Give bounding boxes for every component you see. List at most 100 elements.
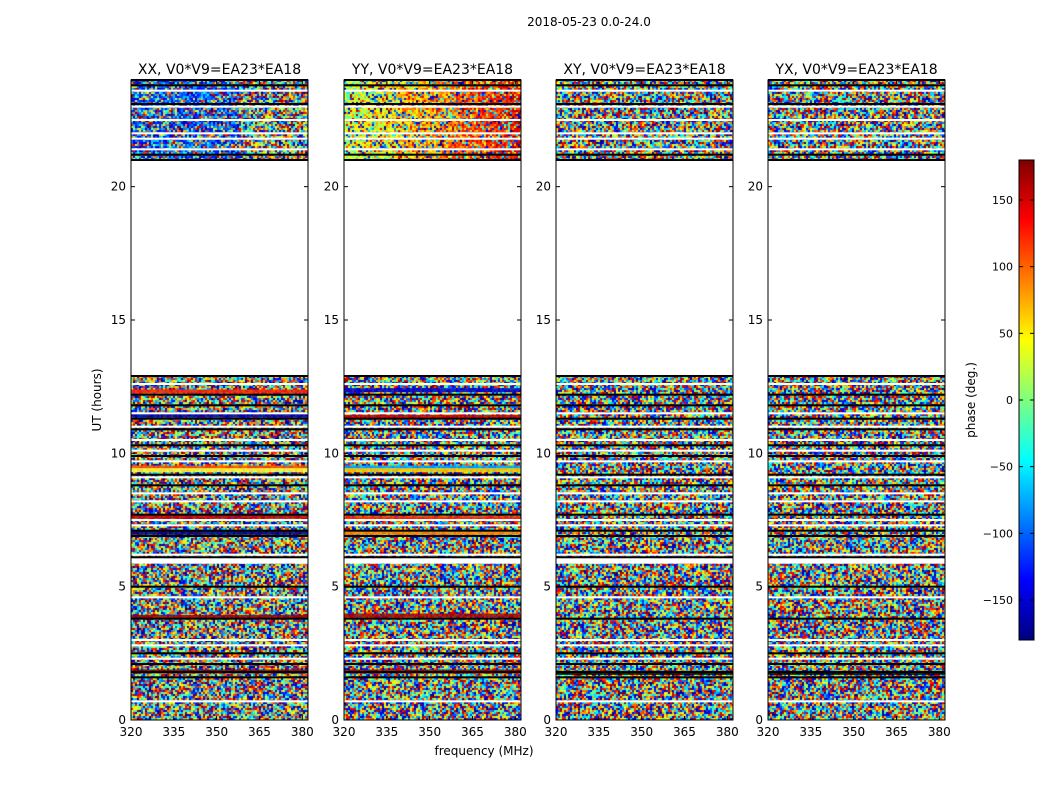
flag-line-white bbox=[556, 148, 733, 151]
figure-title: 2018-05-23 0.0-24.0 bbox=[527, 15, 651, 29]
panel-frame bbox=[130, 79, 309, 721]
flag-line-white bbox=[344, 449, 521, 452]
flag-line-black bbox=[768, 375, 945, 377]
x-tick-label: 365 bbox=[673, 725, 696, 739]
heatmap-stripe bbox=[344, 465, 521, 470]
flag-line-black bbox=[768, 513, 945, 516]
flag-line-black bbox=[768, 428, 945, 431]
flag-line-white bbox=[556, 460, 733, 463]
flag-line-black bbox=[556, 676, 733, 679]
flag-line-white bbox=[344, 644, 521, 647]
flag-line-white bbox=[344, 500, 521, 503]
flag-line-white bbox=[768, 596, 945, 599]
flag-line-white bbox=[768, 644, 945, 647]
y-tick-label: 0 bbox=[118, 713, 126, 727]
flag-line-white bbox=[131, 89, 308, 92]
flag-line-white bbox=[131, 700, 308, 703]
x-tick-label: 335 bbox=[375, 725, 398, 739]
y-tick-label: 5 bbox=[755, 580, 763, 594]
flag-line-white bbox=[556, 492, 733, 495]
flag-line-black bbox=[556, 417, 733, 420]
flag-line-black bbox=[131, 404, 308, 407]
colorbar-label: phase (deg.) bbox=[964, 362, 978, 438]
panel-xx: XX, V0*V9=EA23*EA18 320 335 350 365 380 0 5 10 15… bbox=[111, 62, 314, 739]
flag-line-black bbox=[344, 417, 521, 420]
flag-line-white bbox=[131, 657, 308, 660]
flag-line-black bbox=[556, 473, 733, 476]
flag-line-black bbox=[556, 455, 733, 457]
flag-line-white bbox=[131, 148, 308, 151]
flag-line-black bbox=[556, 535, 733, 537]
flag-line-white bbox=[768, 425, 945, 428]
flag-line-black bbox=[768, 159, 945, 161]
flag-line-white bbox=[768, 412, 945, 415]
flag-line-black bbox=[768, 585, 945, 588]
x-tick-label: 335 bbox=[799, 725, 822, 739]
flag-line-black bbox=[344, 393, 521, 396]
flag-line-black bbox=[344, 556, 521, 559]
x-tick-label: 320 bbox=[545, 725, 568, 739]
flag-line-white bbox=[344, 439, 521, 441]
flag-line-white bbox=[344, 148, 521, 151]
flag-line-black bbox=[344, 444, 521, 447]
panel-title: XX, V0*V9=EA23*EA18 bbox=[138, 62, 301, 78]
flag-line-black bbox=[344, 375, 521, 377]
flag-line-white bbox=[556, 137, 733, 140]
colorbar-tick-label: −100 bbox=[983, 527, 1013, 540]
flag-line-white bbox=[768, 105, 945, 108]
heatmap-stripe bbox=[131, 389, 308, 394]
flag-line-black bbox=[556, 444, 733, 447]
flag-line-black bbox=[344, 535, 521, 537]
flag-line-black bbox=[131, 455, 308, 457]
flag-line-white bbox=[556, 657, 733, 660]
y-tick-label: 0 bbox=[543, 713, 551, 727]
flag-line-white bbox=[344, 412, 521, 415]
flag-line-black bbox=[556, 404, 733, 407]
y-tick-label: 20 bbox=[536, 180, 551, 194]
colorbar: −150 −100 −50 0 50 100 150 phase (deg.) bbox=[964, 159, 1035, 641]
flag-line-black bbox=[131, 393, 308, 396]
flag-line-black bbox=[556, 513, 733, 516]
flag-line-white bbox=[131, 596, 308, 599]
flag-line-white bbox=[131, 383, 308, 385]
flag-line-white bbox=[344, 519, 521, 521]
flag-line-black bbox=[556, 671, 733, 673]
flag-line-white bbox=[768, 519, 945, 521]
flag-gap bbox=[131, 558, 308, 564]
flag-line-black bbox=[556, 484, 733, 487]
flag-line-white bbox=[768, 500, 945, 503]
flag-line-white bbox=[768, 89, 945, 92]
colorbar-tick-label: 50 bbox=[999, 327, 1013, 340]
flag-line-black bbox=[556, 585, 733, 588]
flag-line-black bbox=[768, 153, 945, 156]
flag-line-black bbox=[556, 153, 733, 156]
flag-line-black bbox=[344, 617, 521, 620]
y-tick-label: 15 bbox=[536, 313, 551, 327]
x-tick-label: 365 bbox=[885, 725, 908, 739]
x-axis-label: frequency (MHz) bbox=[434, 744, 533, 758]
flag-line-white bbox=[556, 119, 733, 121]
flag-line-white bbox=[131, 519, 308, 521]
flag-line-black bbox=[344, 676, 521, 679]
flag-line-black bbox=[131, 473, 308, 476]
x-tick-label: 350 bbox=[418, 725, 441, 739]
x-tick-label: 380 bbox=[504, 725, 527, 739]
panel-title: YX, V0*V9=EA23*EA18 bbox=[774, 62, 937, 78]
heatmap-lower-block bbox=[344, 376, 521, 720]
flag-line-black bbox=[344, 153, 521, 156]
flag-line-black bbox=[768, 473, 945, 476]
heatmap-lower-block bbox=[131, 376, 308, 720]
heatmap-lower-block bbox=[768, 376, 945, 720]
flag-line-black bbox=[344, 529, 521, 532]
flag-line-white bbox=[344, 657, 521, 660]
heatmap-stripe bbox=[131, 465, 308, 470]
x-tick-label: 335 bbox=[162, 725, 185, 739]
flag-line-white bbox=[131, 105, 308, 108]
flag-line-white bbox=[556, 639, 733, 641]
flag-line-white bbox=[131, 132, 308, 135]
flag-line-black bbox=[131, 671, 308, 673]
x-tick-label: 350 bbox=[842, 725, 865, 739]
flag-line-white bbox=[131, 476, 308, 479]
flag-line-black bbox=[131, 663, 308, 665]
flag-line-black bbox=[768, 417, 945, 420]
